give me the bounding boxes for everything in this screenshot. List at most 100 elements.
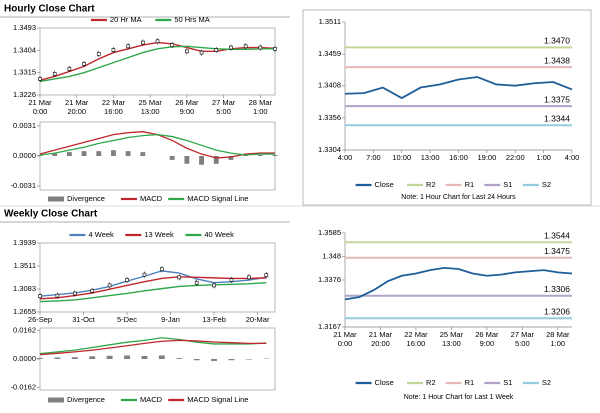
x-tick-label: 26 Mar 9:00 [475,330,499,348]
y-tick-label: 0.0162 [13,325,36,334]
x-tick-label: 27 Mar 5:00 [212,98,236,116]
divergence-bar [37,155,43,156]
legend-label: MACD [140,194,163,203]
legend-label: 20 Hr MA [110,15,142,24]
y-tick-label: 1.3939 [13,238,36,247]
divergence-bar [213,156,219,164]
price-body [258,45,263,50]
price-body [264,273,269,277]
x-tick-label: 25 Mar 13:00 [440,330,464,348]
legend-label: R1 [465,180,475,189]
price-body [67,67,72,71]
price-body [38,77,42,81]
series-line [344,266,573,301]
x-tick-label: 4:00 [565,153,580,162]
divergence-bar [37,358,43,359]
y-tick-label: 1.3226 [13,90,36,99]
divergence-bar [184,156,190,164]
pivot-label: 1.3475 [544,246,570,256]
price-body [243,44,248,49]
divergence-bar [141,355,148,359]
x-tick-label: 7:00 [366,153,381,162]
divergence-bar [106,355,113,359]
legend-swatch [48,397,64,403]
panel-frame [302,9,592,206]
pivot-label: 1.3544 [544,230,570,240]
y-tick-label: 1.3408 [318,81,341,90]
legend-label: Divergence [67,194,105,203]
y-tick-label: 0.0031 [13,121,36,130]
y-tick-label: 1.3585 [318,228,341,237]
series-line [344,76,573,100]
divergence-bar [96,151,102,156]
y-tick-label: 1.3376 [318,275,341,284]
pivot-label: 1.3470 [544,36,570,46]
y-tick-label: 1.3356 [318,113,341,122]
price-body [199,50,204,55]
y-tick-label: 1.3511 [14,261,36,270]
y-tick-label: 1.3493 [13,23,36,32]
price-body [247,275,251,280]
series-line [39,270,267,297]
price-body [126,44,130,49]
divergence-bar [140,152,146,156]
y-tick-label: 1.348 [322,252,341,261]
pivot-label: 1.3344 [544,114,570,124]
divergence-bar [228,156,234,160]
x-tick-label: 26-Sep [28,315,52,324]
x-tick-label: 26 Mar 9:00 [175,98,199,116]
x-tick-label: 4:00 [338,153,353,162]
divergence-bar [169,156,175,160]
price-body [73,291,77,296]
divergence-bar [228,359,235,361]
price-body [82,62,86,66]
divergence-bar [81,151,87,156]
x-tick-label: 19:00 [477,153,496,162]
price-body [125,278,129,282]
y-tick-label: 1.3459 [318,49,341,58]
y-tick-label: 1.3511 [319,17,341,26]
legend-label: MACD Signal Line [187,194,248,203]
series-line [39,276,267,300]
x-tick-label: 21 Mar 0:00 [28,98,52,116]
x-tick-label: 1:00 [536,153,551,162]
x-tick-label: 28 Mar 1:00 [249,98,273,116]
price-body [214,48,219,52]
divergence-bar [124,355,130,359]
divergence-bar [71,357,78,359]
price-body [185,49,189,54]
divergence-bar [193,359,200,361]
x-tick-label: 13:00 [421,153,440,162]
x-tick-label: 22 Mar 16:00 [102,98,126,116]
divergence-bar [257,155,263,156]
legend-label: Close [375,378,394,387]
divergence-bar [176,358,183,359]
series-line [39,337,267,355]
plot-frame [39,27,276,96]
legend-label: 40 Week [204,230,234,239]
x-tick-label: 9-Jan [161,315,180,324]
pivot-label: 1.3438 [544,55,570,65]
divergence-bar [245,359,252,360]
x-tick-label: 25 Mar 13:00 [138,98,162,116]
x-tick-label: 22:00 [506,153,525,162]
x-tick-label: 28 Mar 1:00 [546,330,570,348]
legend-label: Divergence [67,395,105,404]
divergence-bar [272,155,278,156]
price-body [273,47,277,51]
price-body [160,267,164,272]
y-tick-label: 1.2655 [13,307,36,316]
y-tick-label: 0.0000 [13,354,36,363]
y-tick-label: -0.0031 [11,181,36,190]
price-body [155,39,160,44]
pivot-label: 1.3375 [544,94,570,104]
x-tick-label: 21 Mar 0:00 [333,330,357,348]
price-body [90,288,95,293]
price-body [52,72,57,76]
legend-swatch [48,196,64,202]
price-body [194,280,199,285]
y-tick-label: 1.3167 [318,322,341,331]
series-line [39,339,267,356]
x-tick-label: 21 Mar 20:00 [65,98,89,116]
